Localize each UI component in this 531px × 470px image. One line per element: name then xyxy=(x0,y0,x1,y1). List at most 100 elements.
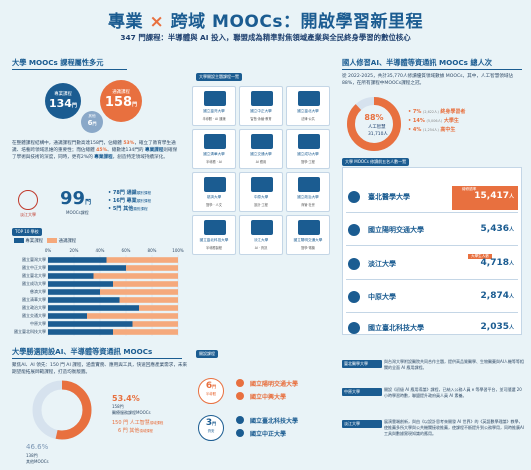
university-name: 淡江大學 xyxy=(253,238,269,242)
university-name: 國立臺北大學 xyxy=(297,109,319,113)
badge-label: 資安 xyxy=(207,429,215,433)
university-name: 國立成功大學 xyxy=(297,152,319,156)
category-label: 國立臺北科技大學 xyxy=(14,328,46,334)
legend-swatch xyxy=(47,238,58,243)
school-item: 國立臺北科技大學 xyxy=(236,415,332,426)
university-topics: 半導體 · AI xyxy=(206,160,222,164)
learner-legend: • 7% (2,622人) 終身學習者 • 14% (5,006人) 大學生 •… xyxy=(408,108,523,133)
bar-segment xyxy=(113,281,178,287)
university-logo-icon xyxy=(251,134,273,149)
university-logo-icon xyxy=(348,224,360,236)
bar-segment xyxy=(48,305,139,311)
top-badge: 總修讀率 xyxy=(462,187,477,191)
legend-count: (2,622人) xyxy=(423,110,439,114)
detail-a2: 6 門 其他領域課程 xyxy=(118,427,153,434)
university-logo-icon xyxy=(204,177,226,192)
university-topics: 設計·工程 xyxy=(254,203,268,207)
category-label: 國立政治大學 xyxy=(22,304,46,310)
legend-pct: • 7% xyxy=(408,109,422,115)
desc-highlight: 45% xyxy=(96,148,108,153)
donut-arc xyxy=(32,380,92,440)
school-item: 國立中正大學 xyxy=(236,428,332,439)
professional-course-circle: 專業課程 134門 xyxy=(45,83,81,119)
university-name: 中原大學 xyxy=(253,195,269,199)
university-logo-icon xyxy=(348,322,360,334)
left-section-title: 大學 MOOCs 課程屬性多元 xyxy=(12,58,104,67)
bar-segment xyxy=(100,289,178,295)
badge-value: 3 xyxy=(205,418,213,428)
title-part-a: 專業 xyxy=(108,12,144,32)
university-cell: 國立中正大學 智慧·永續·教育 xyxy=(239,86,283,126)
university-logo-icon xyxy=(348,258,360,270)
circle-value: 6 xyxy=(87,119,93,127)
case-label: 臺北醫學大學 xyxy=(342,360,382,368)
ranking-row: 中原大學 2,874人 xyxy=(346,289,518,313)
ranking-unit: 人 xyxy=(508,325,514,331)
university-cell: 國立政治大學 商管·社會 xyxy=(286,172,330,212)
legend-pct: • 14% xyxy=(408,118,425,124)
divider xyxy=(346,312,518,313)
bar-segment xyxy=(48,329,113,335)
course-structure-description: 在整體課程結構中，通識課程門數高達158門，佔總體 53%，確立了教育學生通識、… xyxy=(12,140,180,161)
bar-segment xyxy=(126,265,178,271)
desc-keyword: 專業課程 xyxy=(144,148,164,153)
ranking-name: 國立臺北科技大學 xyxy=(368,324,424,332)
category-label: 國立成功大學 xyxy=(22,280,46,286)
university-logo-icon xyxy=(348,191,360,203)
ranking-tag: 大學 MOOCs 修讀前五名人數一覽 xyxy=(342,158,410,166)
university-name: 慈濟大學 xyxy=(206,195,222,199)
ranking-number: 4,718 xyxy=(480,258,509,268)
ranking-number: 2,874 xyxy=(480,291,509,301)
university-logo-icon xyxy=(236,392,244,400)
circle-value: 158 xyxy=(104,95,133,110)
right-section-title: 國人修習AI、半導體等資通訊 MOOCs 總人次 xyxy=(342,58,492,67)
total-caption: MOOCs課程 xyxy=(66,210,89,215)
desc-text: ，創造特定領域持續深化。 xyxy=(112,155,168,160)
pct-b: 46.6% xyxy=(26,443,49,451)
badge-label: 半導體 xyxy=(205,392,217,396)
circle-unit: 門 xyxy=(71,103,77,109)
tamkang-total: 99門 xyxy=(60,188,91,209)
desc-text: 在整體課程結構中，通識課程 xyxy=(12,141,72,146)
list-unit: 門 xyxy=(119,198,125,204)
university-name: 國立清華大學 xyxy=(203,152,225,156)
legend-count: (1,254人) xyxy=(423,128,439,132)
university-logo-icon xyxy=(236,379,244,387)
center-grid-tag: 大學開設主題課程一覽 xyxy=(196,73,242,81)
university-cell: 中原大學設計·工程 xyxy=(239,172,283,212)
ranking-value: 4,718人 xyxy=(481,258,514,268)
desc-text: 門數高達158門，佔總體 xyxy=(71,141,122,146)
category-label: 國立交通大學 xyxy=(22,312,46,318)
school-item: 國立中興大學 xyxy=(236,391,332,402)
bar-segment xyxy=(113,329,178,335)
desc-keyword: 專業課程 xyxy=(94,155,113,160)
badge-unit: 門 xyxy=(212,421,217,426)
university-logo-icon xyxy=(298,134,320,149)
divider xyxy=(12,69,127,70)
ranking-row: 國立陽明交通大學 5,436人 xyxy=(346,222,518,246)
legend-item: • 4% (1,254人) 高中生 xyxy=(408,126,523,133)
university-logo-icon xyxy=(298,91,320,106)
detail-suffix: 領域課程 xyxy=(139,429,153,433)
desc-text: ，確立了教育學生通識、培養跨領域思維的重要性；而佔總體 xyxy=(12,141,176,153)
university-cell: 淡江大學 AI · 資訊 xyxy=(239,215,283,255)
category-label: 中原大學 xyxy=(30,320,46,326)
list-item: • 78門 通識類別課程 xyxy=(108,189,183,196)
divider xyxy=(346,279,518,280)
university-logo-icon xyxy=(204,220,226,235)
university-cell: 國立臺北大學 法律·公共 xyxy=(286,86,330,126)
circle-value: 134 xyxy=(49,97,72,110)
ranking-number: 5,436 xyxy=(480,224,509,234)
legend-item: • 14% (5,006人) 大學生 xyxy=(408,117,523,124)
university-logo-icon xyxy=(236,416,244,424)
bar-segment xyxy=(87,313,178,319)
university-logo-icon xyxy=(251,220,273,235)
divider xyxy=(342,69,522,70)
list-suffix: 類別課程 xyxy=(136,191,152,195)
case-description: 與台灣大學附設醫院共同合作主題，提供高品質醫學、生物醫藥與AI人機等等相關的全面… xyxy=(384,359,524,370)
school-name: 國立臺北科技大學 xyxy=(250,418,299,425)
total-unit: 門 xyxy=(85,199,92,206)
x-tick-label: 60% xyxy=(122,248,131,253)
divider xyxy=(12,358,182,359)
list-label: 通識 xyxy=(126,190,137,196)
